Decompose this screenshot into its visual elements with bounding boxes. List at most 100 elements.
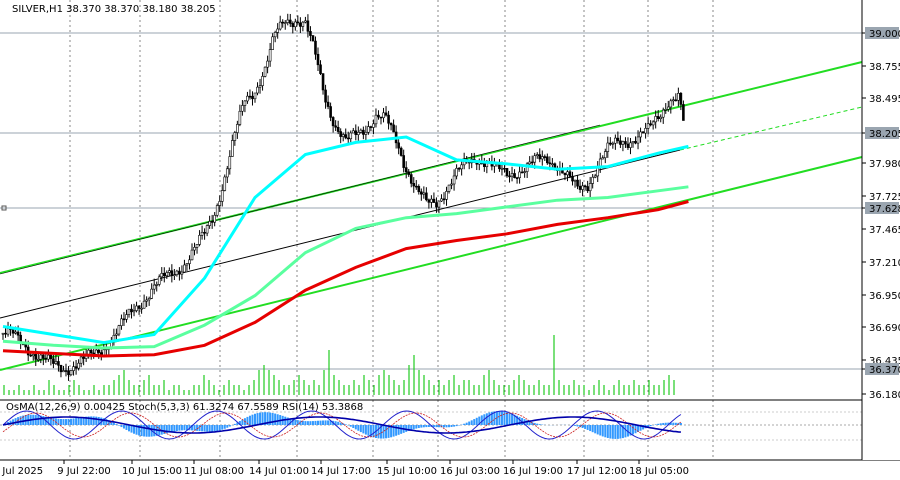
osma-bar [425,425,428,428]
osma-bar [629,425,632,436]
candle-body [566,171,569,176]
osma-bar [654,424,657,425]
y-tick-label: 36.435 [869,356,900,367]
candle-body [77,362,80,369]
osma-bar [203,425,206,432]
osma-bar [226,425,229,428]
osma-bar [97,416,100,425]
osma-bar [674,422,677,425]
osma-bar [163,425,166,434]
osma-bar [218,425,221,431]
candle-body [679,92,683,105]
candle-body [256,86,259,94]
osma-bar [475,417,478,425]
osma-bar [284,416,287,425]
y-tick-label: 39.000 [869,29,900,40]
osma-bar [261,412,264,425]
candle-body [220,190,224,202]
candle-body [62,370,65,373]
osma-bar [246,416,249,425]
candle-body [74,366,78,369]
price-tag [865,27,899,39]
candle-body [568,171,572,177]
candle-body [382,112,385,119]
candle-body [661,109,665,118]
osma-bar [185,425,188,431]
candle-body [82,356,85,359]
osma-bar [178,425,181,431]
osma-bar [112,422,115,425]
candle-body [626,143,630,148]
candle-body [253,92,257,100]
candle-body [399,147,403,156]
candle-body [447,184,451,192]
osma-bar [536,423,539,425]
candle-body [188,259,191,264]
candle-body [644,128,647,134]
x-tick-label: 15 Jul 10:00 [377,466,437,477]
y-tick-label: 37.628 [869,204,900,215]
y-tick-label: 36.180 [869,390,900,401]
candle-body [672,99,675,102]
osma-bar [327,420,330,425]
osma-bar [160,425,163,435]
osma-bar [435,425,438,428]
osma-bar [165,425,168,434]
y-tick-label: 37.465 [869,225,900,236]
candle-body [175,270,179,275]
candle-body [273,32,277,38]
osma-bar [102,418,105,425]
candle-body [195,244,199,248]
osma-bar [392,425,395,437]
candle-body [276,28,279,33]
candle-body [130,308,133,313]
candle-body [404,167,408,173]
candle-body [157,276,161,285]
osma-bar [576,425,579,427]
osma-bar [506,412,508,425]
candle-body [54,361,58,364]
osma-bar [49,417,52,425]
osma-bar [584,425,587,429]
osma-bar [410,425,413,431]
osma-bar [407,425,410,431]
osma-bar [266,412,269,425]
osma-bar [437,425,440,428]
candle-body [178,270,181,275]
osma-bar [238,421,241,425]
stoch-signal-line [2,412,682,438]
candle-body [115,333,118,336]
candle-body [377,114,380,118]
candle-body [24,344,27,348]
channel-mid-line [0,149,681,319]
candle-body [422,192,426,195]
osma-bar [349,425,352,427]
osma-bar [619,425,622,439]
osma-bar [12,419,15,425]
candle-body [299,22,302,27]
candle-body [120,318,123,326]
candle-body [664,108,668,111]
candle-body [387,114,390,124]
osma-bar [490,411,493,425]
candle-body [326,101,330,107]
osma-bar [296,420,299,425]
candle-body [505,168,509,177]
candle-body [659,116,663,119]
osma-bar [432,425,435,428]
osma-bar [22,415,25,425]
osma-bar [17,417,20,425]
candle-body [389,122,393,126]
osma-bar [362,425,365,434]
candle-body [593,175,597,178]
candle-body [392,124,395,133]
osma-bar [589,425,592,432]
candle-body [306,20,310,32]
osma-bar [122,425,125,429]
x-tick-label: 17 Jul 12:00 [567,466,627,477]
osma-bar [624,425,627,438]
candle-body [634,141,637,144]
osma-bar [468,421,471,425]
osma-bar [42,416,45,425]
